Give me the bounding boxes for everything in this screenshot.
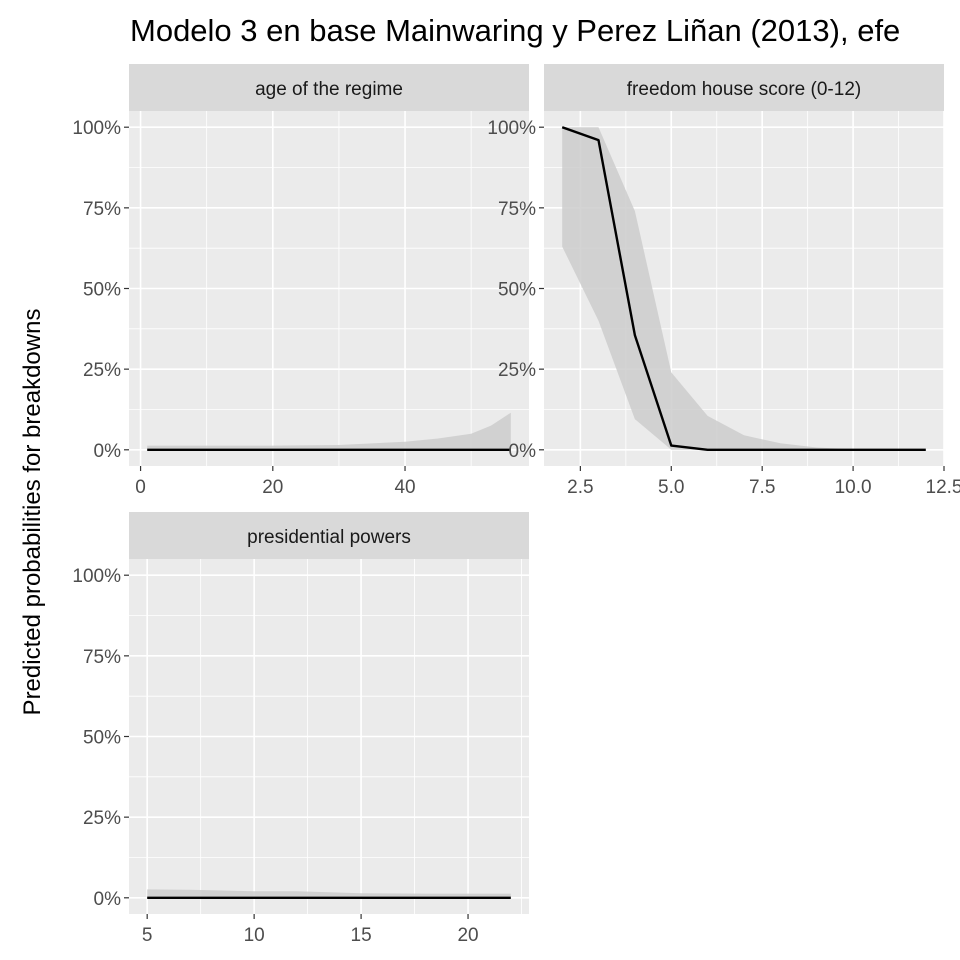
x-tick-label: 5 (142, 925, 153, 946)
x-tick-label: 20 (457, 925, 478, 946)
x-tick-label: 7.5 (749, 477, 775, 498)
x-tick-label: 40 (394, 477, 415, 498)
facet-strip (129, 64, 529, 111)
facet-panel: freedom house score (0-12) 0% 25% 50% 75% 100… (487, 64, 960, 498)
y-tick-label: 50% (83, 280, 121, 301)
y-tick-label: 100% (487, 118, 536, 139)
x-tick-label: 10.0 (835, 477, 872, 498)
y-tick-label: 100% (72, 118, 121, 139)
chart-title: Modelo 3 en base Mainwaring y Perez Liña… (130, 13, 900, 48)
x-tick-label: 10 (244, 925, 265, 946)
y-tick-label: 75% (83, 199, 121, 220)
facet-panel: presidential powers 0% 25% 50% 75% 100% 5 10 15 2… (72, 512, 529, 946)
y-tick-label: 50% (83, 728, 121, 749)
y-tick-label: 75% (83, 647, 121, 668)
y-tick-label: 75% (498, 199, 536, 220)
facet-strip-label: freedom house score (0-12) (627, 79, 861, 100)
facet-strip (544, 64, 944, 111)
x-tick-label: 20 (262, 477, 283, 498)
facet-strip (129, 512, 529, 559)
confidence-ribbon (147, 412, 511, 450)
x-tick-label: 5.0 (658, 477, 684, 498)
x-tick-label: 15 (351, 925, 372, 946)
confidence-ribbon (562, 127, 926, 450)
x-tick-label: 0 (135, 477, 146, 498)
predicted-line (561, 126, 926, 451)
confidence-ribbon (147, 889, 511, 898)
y-tick-label: 0% (94, 889, 122, 910)
facet-strip-label: age of the regime (255, 79, 403, 100)
y-tick-label: 25% (498, 360, 536, 381)
y-tick-label: 25% (83, 808, 121, 829)
y-tick-label: 50% (498, 280, 536, 301)
y-tick-label: 25% (83, 360, 121, 381)
y-tick-label: 0% (509, 441, 537, 462)
y-axis-label: Predicted probabilities for breakdowns (19, 309, 46, 716)
y-tick-label: 100% (72, 566, 121, 587)
facet-panel: age of the regime 0% 25% 50% 75% 100% 0 20 40 (72, 64, 529, 498)
facet-strip-label: presidential powers (247, 527, 411, 548)
y-tick-label: 0% (94, 441, 122, 462)
x-tick-label: 12.5 (926, 477, 960, 498)
x-tick-label: 2.5 (567, 477, 593, 498)
